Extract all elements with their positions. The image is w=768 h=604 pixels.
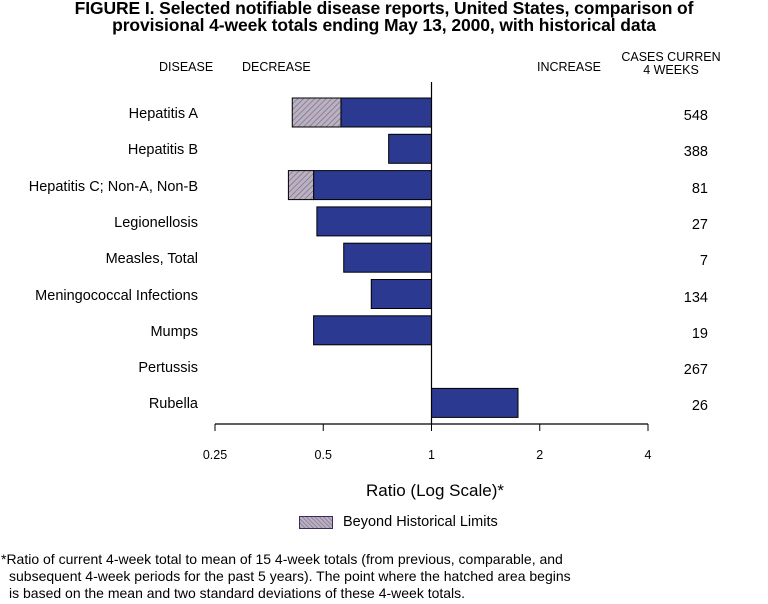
x-tick-label-4: 4 — [645, 448, 652, 462]
case-count-6: 19 — [691, 325, 708, 342]
figure-title-line-2: provisional 4-week totals ending May 13,… — [112, 15, 656, 35]
x-tick-label-0: 0.25 — [203, 448, 227, 462]
category-label-5: Meningococcal Infections — [35, 287, 198, 304]
bar-4 — [343, 242, 433, 273]
case-count-4: 7 — [699, 253, 708, 270]
increase-column-header: INCREASE — [537, 60, 601, 74]
figure-title: FIGURE I. Selected notifiable disease re… — [0, 0, 768, 34]
x-axis: 0.25 0.5 1 2 4 — [203, 82, 652, 462]
bars — [287, 97, 519, 418]
category-label-0: Hepatitis A — [128, 106, 198, 122]
case-count-1: 388 — [683, 144, 708, 161]
figure-title-line-1: FIGURE I. Selected notifiable disease re… — [74, 0, 694, 18]
case-count-5: 134 — [683, 289, 708, 306]
decrease-column-header: DECREASE — [242, 60, 311, 74]
category-label-1: Hepatitis B — [127, 142, 198, 159]
legend-label: Beyond Historical Limits — [343, 514, 498, 530]
bar-beyond-limit-2 — [287, 170, 315, 201]
footnote-line-2: subsequent 4-week periods for the past 5… — [9, 568, 571, 585]
bar-8 — [431, 387, 519, 418]
footnote: *Ratio of current 4-week total to mean o… — [1, 551, 766, 603]
bar-6 — [313, 315, 433, 346]
category-label-2: Hepatitis C; Non-A, Non-B — [28, 178, 198, 195]
category-label-6: Mumps — [150, 323, 198, 340]
bar-0 — [340, 97, 432, 128]
footnote-line-3: is based on the mean and two standard de… — [9, 585, 466, 602]
legend-swatch-hatched — [299, 516, 333, 529]
footnote-line-1: *Ratio of current 4-week total to mean o… — [1, 551, 563, 567]
cases-column-header: CASES CURREN 4 WEEKS — [611, 51, 731, 77]
x-tick-label-2: 1 — [428, 448, 435, 462]
case-count-3: 27 — [691, 216, 708, 233]
category-label-3: Legionellosis — [114, 214, 198, 231]
case-count-0: 548 — [683, 108, 708, 124]
case-count-7: 267 — [683, 362, 708, 379]
bar-2 — [313, 170, 433, 201]
disease-column-header: DISEASE — [159, 60, 214, 74]
bar-3 — [316, 206, 432, 237]
bar-5 — [370, 279, 432, 309]
case-count-2: 81 — [691, 180, 708, 197]
category-label-7: Pertussis — [138, 360, 198, 377]
case-count-8: 26 — [691, 398, 708, 415]
bar-beyond-limit-0 — [291, 97, 342, 128]
x-tick-label-3: 2 — [536, 448, 543, 462]
bar-1 — [388, 133, 432, 164]
category-label-8: Rubella — [148, 396, 198, 413]
cases-header-line-1: CASES CURREN — [621, 50, 721, 64]
x-axis-label: Ratio (Log Scale)* — [366, 481, 504, 500]
category-label-4: Measles, Total — [105, 251, 198, 268]
cases-header-line-2: 4 WEEKS — [643, 63, 699, 77]
x-tick-label-1: 0.5 — [315, 448, 332, 462]
